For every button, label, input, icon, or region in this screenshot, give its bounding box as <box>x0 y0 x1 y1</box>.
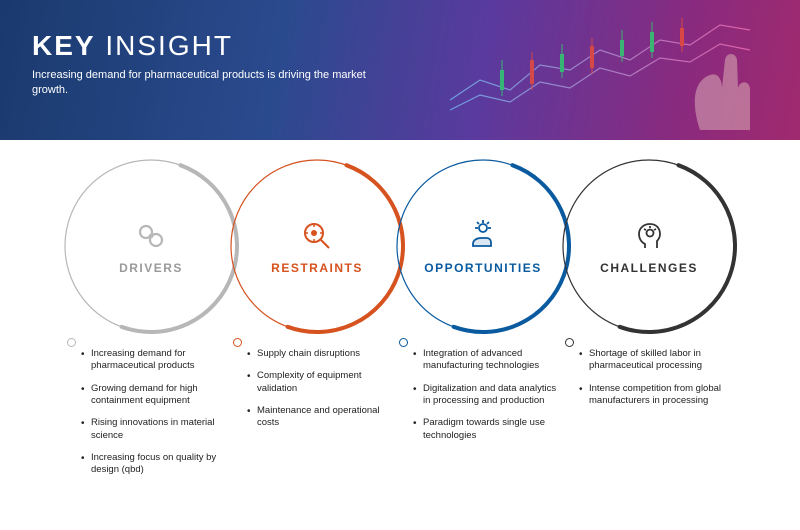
list-item: Increasing focus on quality by design (q… <box>81 452 229 477</box>
list-item: Increasing demand for pharmaceutical pro… <box>81 348 229 373</box>
bullets-challenges: Shortage of skilled labor in pharmaceuti… <box>559 344 739 487</box>
title-light: INSIGHT <box>105 30 233 61</box>
bullets-row: Increasing demand for pharmaceutical pro… <box>0 344 800 487</box>
circle-label-challenges: CHALLENGES <box>559 261 739 275</box>
list-item: Intense competition from global manufact… <box>579 383 727 408</box>
circle-challenges: CHALLENGES <box>559 156 739 336</box>
circle-label-restraints: RESTRAINTS <box>227 261 407 275</box>
page-subtitle: Increasing demand for pharmaceutical pro… <box>32 68 392 98</box>
link-chain-icon <box>133 218 169 254</box>
list-item: Integration of advanced manufacturing te… <box>413 348 561 373</box>
bullets-restraints: Supply chain disruptions Complexity of eq… <box>227 344 407 487</box>
magnifier-gear-icon <box>299 218 335 254</box>
list-item: Growing demand for high containment equi… <box>81 383 229 408</box>
circle-restraints: RESTRAINTS <box>227 156 407 336</box>
bullets-drivers: Increasing demand for pharmaceutical pro… <box>61 344 241 487</box>
list-item: Shortage of skilled labor in pharmaceuti… <box>579 348 727 373</box>
circles-row: DRIVERS RESTRAINTS OPPORTUNITIES CHALLEN… <box>0 156 800 336</box>
title-bold: KEY <box>32 30 96 61</box>
hand-bulb-icon <box>465 218 501 254</box>
circle-label-drivers: DRIVERS <box>61 261 241 275</box>
head-bulb-icon <box>631 218 667 254</box>
bullets-opportunities: Integration of advanced manufacturing te… <box>393 344 573 487</box>
list-item: Digitalization and data analytics in pro… <box>413 383 561 408</box>
header-banner: KEY INSIGHT Increasing demand for pharma… <box>0 0 800 140</box>
header-chart-decor <box>440 10 760 130</box>
list-item: Complexity of equipment validation <box>247 370 395 395</box>
list-item: Rising innovations in material science <box>81 417 229 442</box>
list-item: Paradigm towards single use technologies <box>413 417 561 442</box>
circle-label-opportunities: OPPORTUNITIES <box>393 261 573 275</box>
list-item: Supply chain disruptions <box>247 348 395 360</box>
list-item: Maintenance and operational costs <box>247 405 395 430</box>
circle-opportunities: OPPORTUNITIES <box>393 156 573 336</box>
circle-drivers: DRIVERS <box>61 156 241 336</box>
